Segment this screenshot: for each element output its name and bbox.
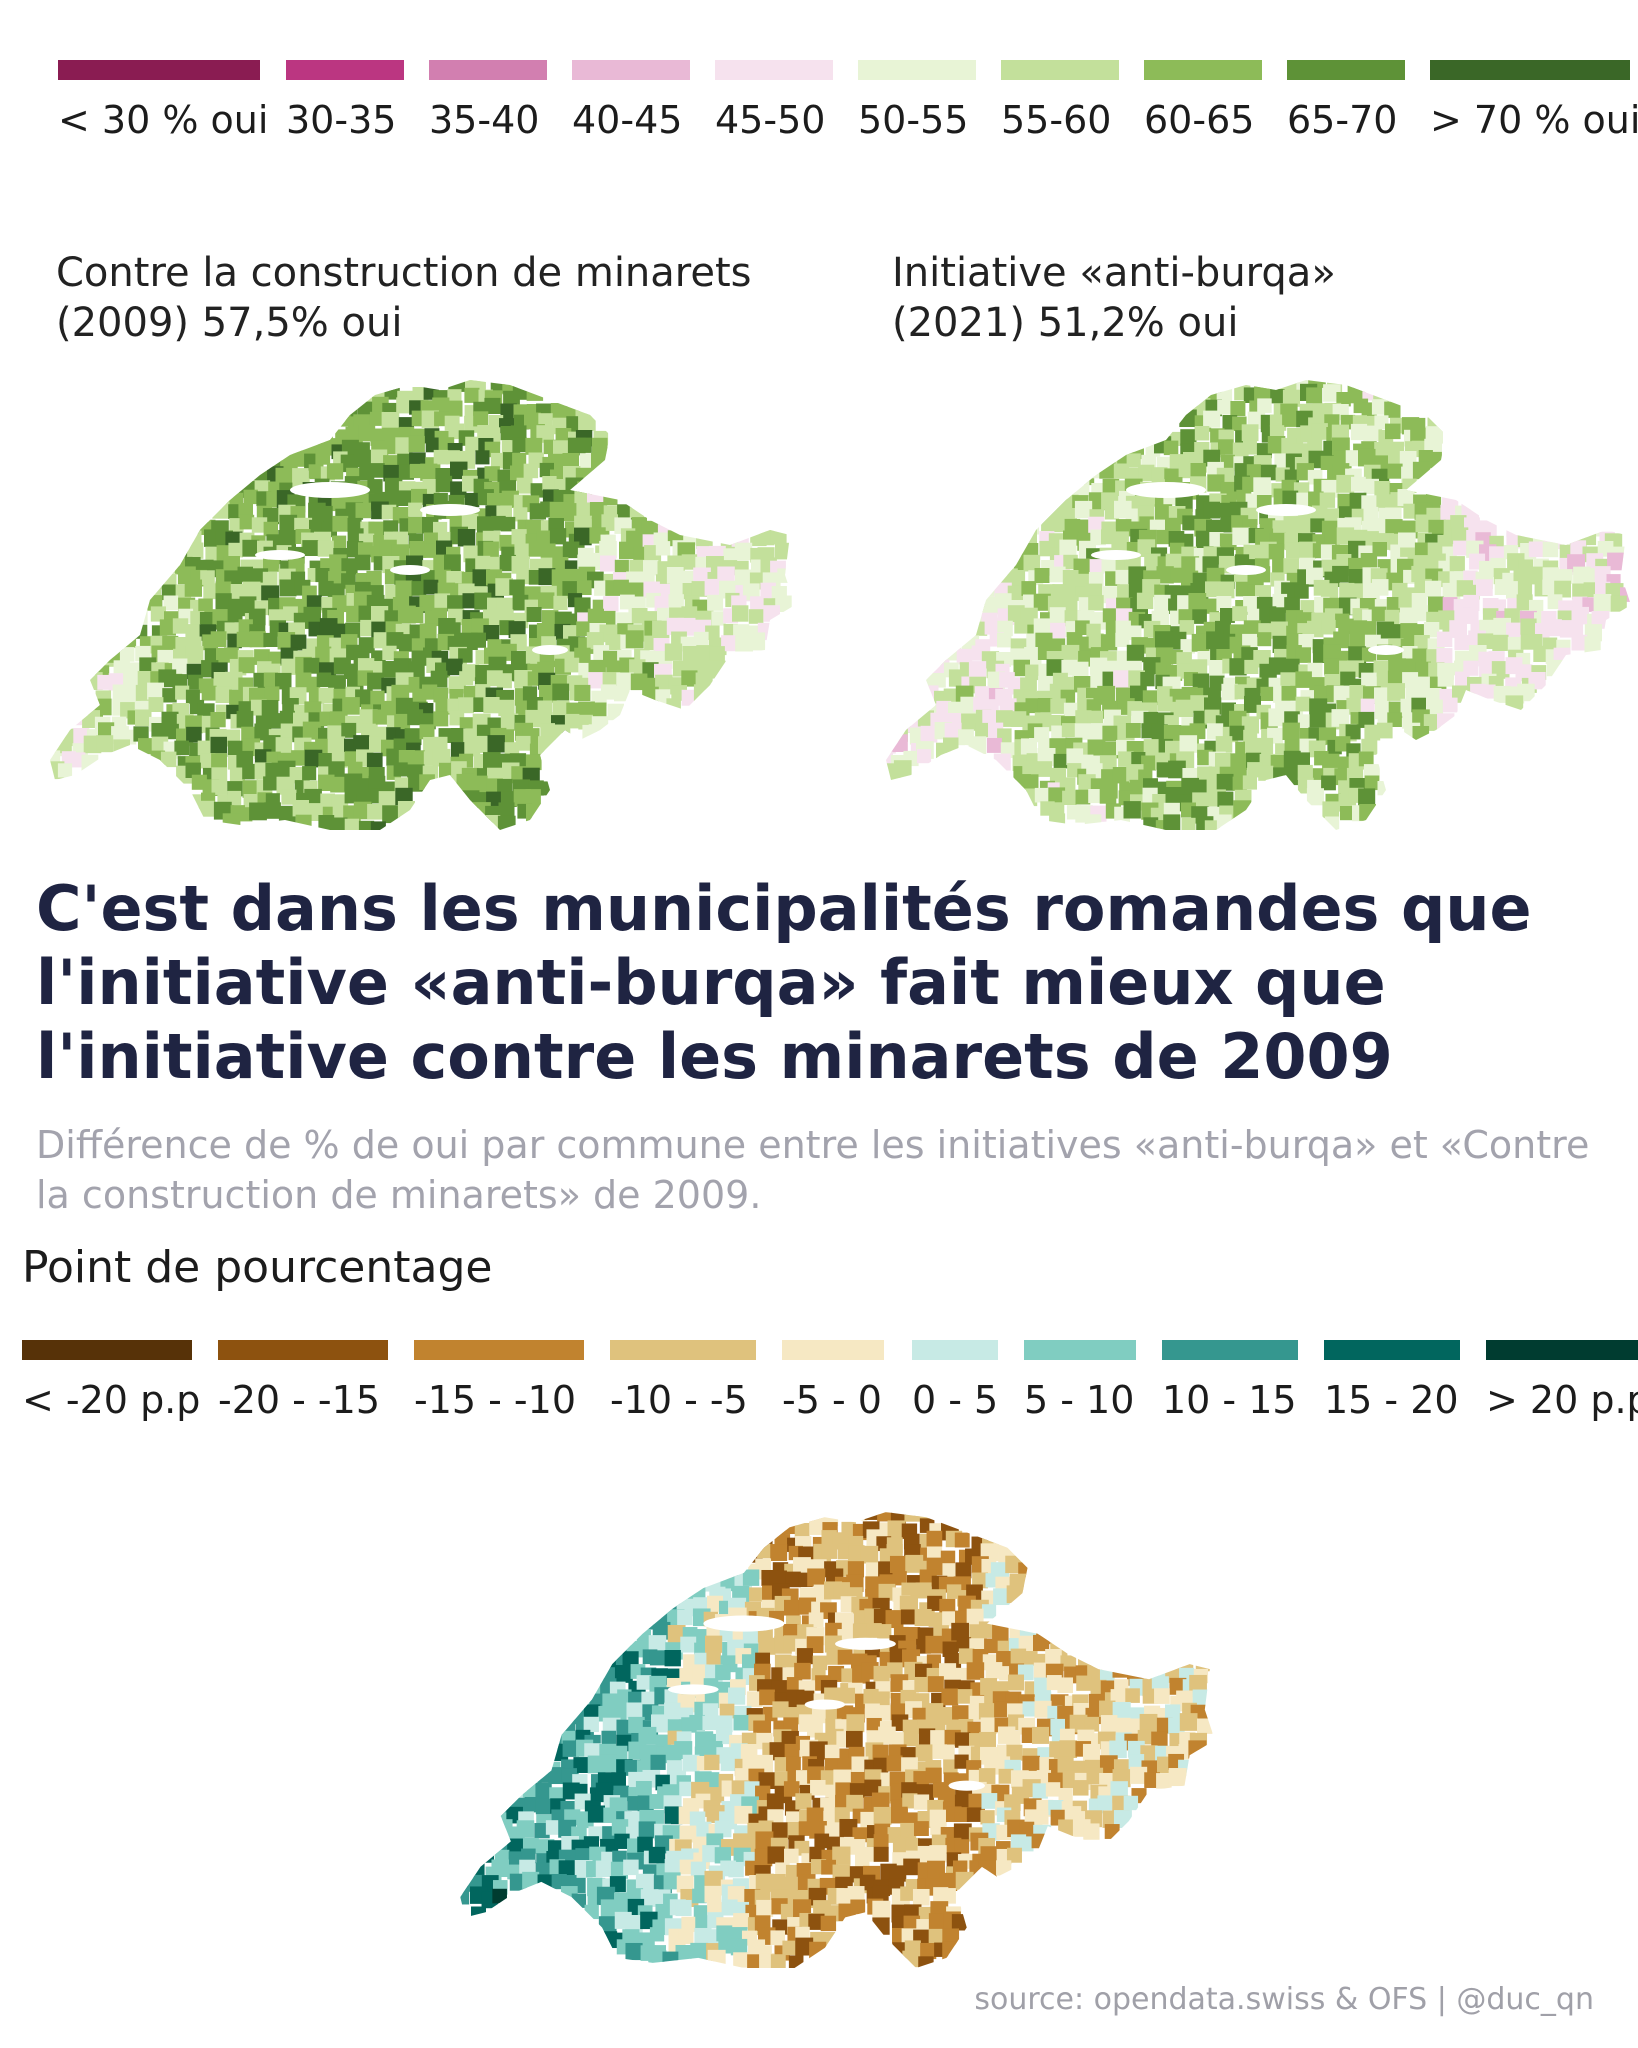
map-left-title-line1: Contre la construction de minarets — [56, 250, 752, 296]
diff-legend-label: -15 - -10 — [414, 1378, 577, 1422]
map-right-title-line2: (2021) 51,2% oui — [892, 300, 1239, 346]
diff-legend-swatch — [1486, 1340, 1638, 1360]
diff-legend-swatch — [22, 1340, 192, 1360]
lake-shape — [667, 1684, 719, 1695]
diff-legend-label: 0 - 5 — [912, 1378, 999, 1422]
lake-shape — [1226, 565, 1266, 575]
diff-legend-swatch — [1324, 1340, 1460, 1360]
lake-shape — [1368, 645, 1404, 655]
yes-legend-label: 45-50 — [715, 98, 826, 142]
yes-legend-label: 30-35 — [286, 98, 397, 142]
lake-shape — [390, 565, 430, 575]
yes-legend-swatch — [572, 60, 690, 80]
yes-legend-swatch — [1001, 60, 1119, 80]
diff-legend-label: -10 - -5 — [610, 1378, 748, 1422]
diff-legend-swatch — [1024, 1340, 1136, 1360]
yes-legend-swatch — [858, 60, 976, 80]
map-left-title: Contre la construction de minarets (2009… — [56, 248, 752, 348]
subtitle: Différence de % de oui par commune entre… — [36, 1123, 1590, 1217]
yes-legend-swatch — [286, 60, 404, 80]
lake-shape — [1256, 504, 1316, 516]
yes-legend-swatch — [58, 60, 260, 80]
yes-legend-label: < 30 % oui — [58, 98, 269, 142]
lake-shape — [1091, 550, 1141, 560]
lake-shape — [835, 1637, 896, 1650]
lake-shape — [255, 550, 305, 560]
map-right-title-line1: Initiative «anti-burqa» — [892, 250, 1336, 296]
diff-legend-swatch — [610, 1340, 756, 1360]
lake-shape — [420, 504, 480, 516]
difference-map — [460, 1512, 1213, 1968]
diff-legend-label: 10 - 15 — [1162, 1378, 1297, 1422]
lake-shape — [290, 482, 370, 498]
map-right-title: Initiative «anti-burqa» (2021) 51,2% oui — [892, 248, 1336, 348]
yes-legend-label: 35-40 — [429, 98, 540, 142]
diff-legend-label: -5 - 0 — [782, 1378, 882, 1422]
map-communes — [460, 1512, 1213, 1968]
map-left-title-line2: (2009) 57,5% oui — [56, 300, 403, 346]
source-credit: source: opendata.swiss & OFS | @duc_qn — [974, 1982, 1594, 2017]
yes-legend-label: 50-55 — [858, 98, 969, 142]
diff-legend-swatch — [1162, 1340, 1298, 1360]
diff-legend-swatch — [414, 1340, 584, 1360]
lake-shape — [703, 1615, 785, 1632]
minarets-2009-map — [50, 380, 792, 830]
diff-legend-label: 5 - 10 — [1024, 1378, 1135, 1422]
lake-shape — [532, 645, 568, 655]
diff-legend-title: Point de pourcentage — [22, 1242, 493, 1293]
yes-legend-swatch — [1430, 60, 1630, 80]
lake-shape — [804, 1699, 846, 1710]
map-communes — [886, 380, 1631, 830]
yes-legend-swatch — [1287, 60, 1405, 80]
headline: C'est dans les municipalités romandes qu… — [36, 872, 1532, 1093]
yes-legend-label: > 70 % oui — [1430, 98, 1638, 142]
yes-legend-label: 65-70 — [1287, 98, 1398, 142]
lake-shape — [948, 1780, 985, 1791]
diff-legend-label: -20 - -15 — [218, 1378, 381, 1422]
yes-legend-label: 60-65 — [1144, 98, 1255, 142]
diff-legend-label: 15 - 20 — [1324, 1378, 1459, 1422]
yes-legend-label: 55-60 — [1001, 98, 1112, 142]
yes-legend-label: 40-45 — [572, 98, 683, 142]
yes-legend-swatch — [715, 60, 833, 80]
anti-burqa-2021-map — [886, 380, 1631, 830]
map-communes — [50, 380, 792, 830]
diff-legend-swatch — [912, 1340, 998, 1360]
diff-legend-label: < -20 p.p — [22, 1378, 201, 1422]
lake-shape — [1126, 482, 1206, 498]
yes-legend-swatch — [429, 60, 547, 80]
diff-legend-swatch — [218, 1340, 388, 1360]
diff-legend-label: > 20 p.p — [1486, 1378, 1638, 1422]
yes-legend-swatch — [1144, 60, 1262, 80]
diff-legend-swatch — [782, 1340, 884, 1360]
